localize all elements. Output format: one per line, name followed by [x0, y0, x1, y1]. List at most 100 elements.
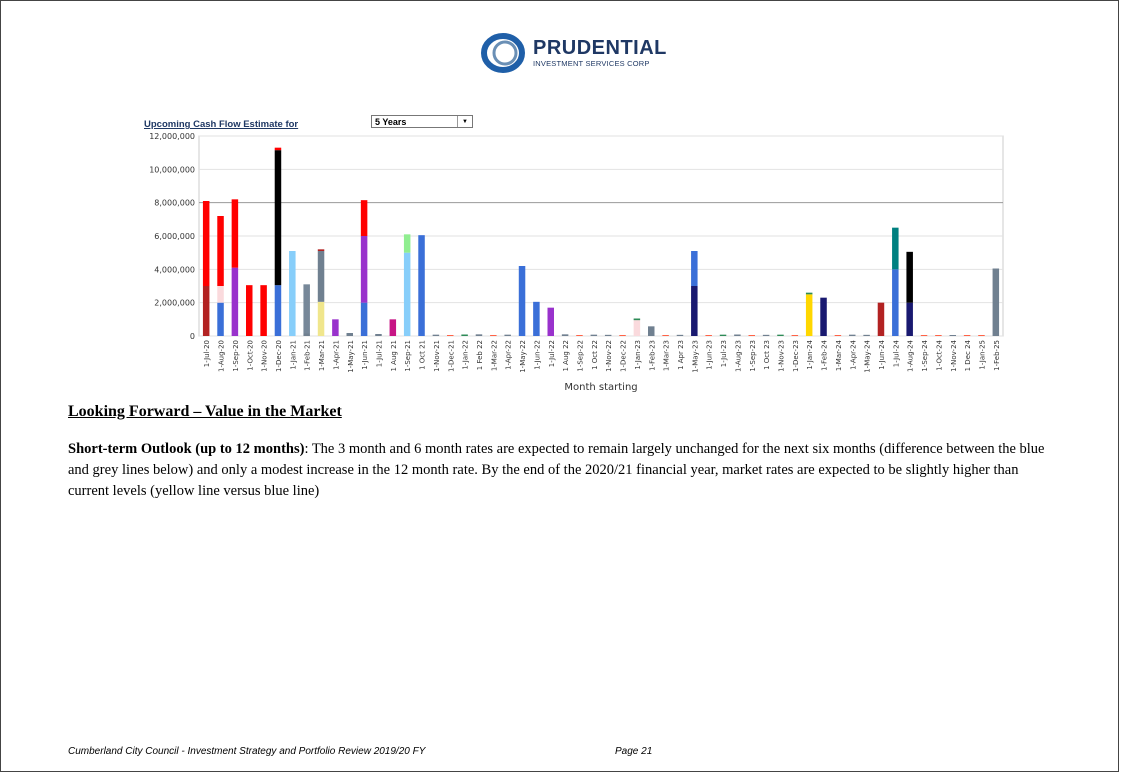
- x-tick-label: 1-Apr-22: [505, 340, 513, 370]
- bar-segment: [332, 319, 339, 336]
- period-select[interactable]: 5 Years ▼: [371, 115, 473, 128]
- x-tick-label: 1-Apr-21: [332, 340, 340, 370]
- x-tick-label: 1-Feb-21: [304, 340, 312, 371]
- bar-segment: [877, 302, 885, 336]
- bar-segment: [360, 302, 368, 336]
- x-tick-label: 1-Jan-22: [462, 340, 470, 370]
- bar-segment: [274, 150, 282, 286]
- bar-segment: [705, 335, 712, 336]
- x-tick-label: 1-Nov-24: [950, 339, 958, 371]
- bar-segment: [303, 333, 310, 336]
- x-tick-label: 1 Oct 21: [419, 340, 427, 370]
- x-tick-label: 1-May-24: [864, 339, 872, 372]
- bar-segment: [533, 301, 540, 336]
- bar-segment: [963, 335, 971, 336]
- bar-segment: [906, 302, 913, 336]
- bar-segment: [949, 335, 956, 336]
- bar-segment: [317, 251, 325, 302]
- x-tick-label: 1 Aug 21: [390, 340, 398, 371]
- bar-segment: [691, 286, 698, 336]
- x-tick-label: 1-Dec-22: [620, 340, 628, 372]
- x-tick-label: 1-Aug-20: [218, 340, 226, 372]
- bar-segment: [734, 334, 741, 336]
- bar-segment: [820, 297, 827, 336]
- logo-subtitle: INVESTMENT SERVICES CORP: [533, 59, 650, 69]
- bar-segment: [791, 335, 799, 336]
- x-tick-label: 1-Feb-23: [648, 340, 656, 371]
- y-tick-label: 4,000,000: [154, 265, 195, 274]
- bar-segment: [231, 199, 239, 268]
- bar-segment: [246, 285, 253, 336]
- bar-segment: [360, 236, 368, 303]
- bar-segment: [619, 335, 626, 336]
- x-tick-label: 1 Oct 23: [763, 340, 771, 370]
- x-tick-label: 1-Dec-21: [447, 340, 455, 372]
- x-tick-label: 1-Jul-23: [720, 340, 728, 367]
- bar-segment: [892, 269, 899, 336]
- footer-page-number: Page 21: [615, 746, 653, 757]
- y-tick-label: 2,000,000: [154, 299, 195, 308]
- x-tick-label: 1-Jan-25: [978, 340, 986, 370]
- chevron-down-icon[interactable]: ▼: [457, 116, 472, 127]
- x-tick-label: 1-Mar-24: [835, 339, 843, 371]
- y-tick-label: 6,000,000: [154, 232, 195, 241]
- bar-segment: [403, 234, 411, 253]
- x-tick-label: 1 Apr 23: [677, 340, 685, 370]
- x-tick-label: 1-May-22: [519, 340, 527, 373]
- x-tick-label: 1-Jan-23: [634, 340, 642, 370]
- x-tick-label: 1-Feb-24: [821, 339, 829, 370]
- bar-segment: [748, 335, 755, 336]
- prudential-logo: PRUDENTIAL INVESTMENT SERVICES CORP: [481, 31, 681, 75]
- bar-segment: [604, 334, 612, 336]
- bar-segment: [317, 301, 325, 336]
- bar-segment: [274, 147, 282, 151]
- bar-segment: [217, 286, 224, 303]
- x-tick-label: 1 Dec 24: [964, 339, 972, 371]
- x-tick-label: 1-Mar-23: [663, 340, 671, 371]
- x-tick-label: 1-Mar-22: [490, 340, 498, 371]
- x-tick-label: 1-Apr-24: [849, 339, 857, 369]
- bar-segment: [762, 334, 770, 336]
- section-heading: Looking Forward – Value in the Market: [68, 403, 342, 420]
- bar-segment: [849, 334, 856, 336]
- outlook-body: : The 3 month and 6 month rates are expe…: [68, 441, 1045, 499]
- chart-title: Upcoming Cash Flow Estimate for: [144, 119, 299, 130]
- bar-segment: [475, 334, 483, 336]
- x-axis-label: Month starting: [564, 382, 637, 393]
- bar-segment: [403, 252, 411, 336]
- x-tick-label: 1-Jun-21: [361, 340, 369, 370]
- x-tick-label: 1-Nov-21: [433, 340, 441, 372]
- bar-segment: [490, 335, 497, 336]
- bar-segment: [418, 235, 425, 336]
- x-tick-label: 1-Jun-23: [706, 340, 714, 370]
- bar-segment: [648, 326, 655, 336]
- bar-segment: [590, 334, 598, 336]
- bar-segment: [202, 201, 210, 286]
- bar-segment: [317, 249, 325, 251]
- x-tick-label: 1-Jun-22: [533, 340, 541, 370]
- bar-segment: [777, 334, 784, 336]
- x-tick-label: 1 Aug 22: [562, 340, 570, 371]
- bar-segment: [289, 251, 296, 336]
- y-tick-label: 8,000,000: [154, 199, 195, 208]
- x-tick-label: 1-Sep-23: [749, 340, 757, 372]
- bar-segment: [217, 302, 224, 336]
- bar-segment: [805, 292, 813, 295]
- bar-segment: [863, 334, 870, 336]
- x-tick-label: 1-Jul-20: [203, 340, 211, 367]
- bar-segment: [303, 284, 310, 334]
- bar-segment: [375, 334, 382, 336]
- footer-document-title: Cumberland City Council - Investment Str…: [68, 746, 426, 757]
- bar-segment: [389, 319, 397, 336]
- bar-segment: [978, 335, 985, 336]
- bar-segment: [992, 268, 1000, 336]
- y-tick-label: 12,000,000: [149, 132, 195, 141]
- bar-segment: [561, 334, 569, 336]
- bar-segment: [920, 335, 928, 336]
- bar-segment: [662, 335, 669, 336]
- x-tick-label: 1-Jul-21: [375, 340, 383, 367]
- x-tick-label: 1-Jul-22: [548, 340, 556, 367]
- bar-segment: [432, 334, 440, 336]
- x-tick-label: 1-Oct-20: [246, 340, 254, 371]
